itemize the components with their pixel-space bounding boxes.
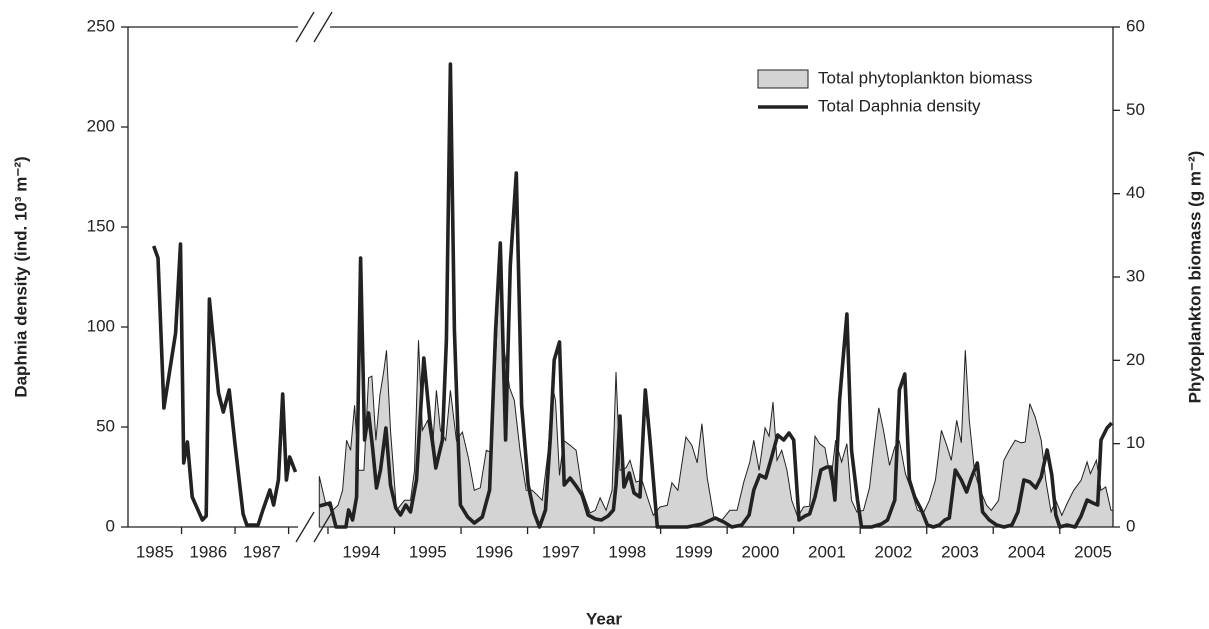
x-tick-label: 1987 <box>243 542 281 561</box>
legend-label: Total phytoplankton biomass <box>818 68 1033 87</box>
y-tick-label: 250 <box>87 16 115 35</box>
y-tick-label: 200 <box>87 116 115 135</box>
x-tick-label: 2004 <box>1008 542 1046 561</box>
x-tick-label: 1999 <box>675 542 713 561</box>
axis-break-mark <box>313 11 333 43</box>
y2-tick-label: 60 <box>1126 16 1145 35</box>
plot-area <box>152 62 1114 529</box>
y2-tick-label: 50 <box>1126 100 1145 119</box>
y2-axis-title: Phytoplankton biomass (g m⁻²) <box>1185 151 1204 404</box>
x-tick-label: 1996 <box>475 542 513 561</box>
axis-break-mark <box>295 11 315 43</box>
legend-swatch <box>757 69 809 89</box>
x-tick-label: 2001 <box>808 542 846 561</box>
x-tick-label: 1998 <box>608 542 646 561</box>
x-tick-label: 2003 <box>941 542 979 561</box>
line <box>152 242 298 527</box>
legend-label: Total Daphnia density <box>818 96 981 115</box>
y-tick-label: 0 <box>106 516 115 535</box>
axis-break-mark <box>295 511 315 543</box>
y-tick-label: 150 <box>87 216 115 235</box>
x-axis-title: Year <box>586 609 622 628</box>
y-tick-label: 50 <box>96 416 115 435</box>
x-tick-label: 1997 <box>542 542 580 561</box>
x-tick-label: 2005 <box>1074 542 1112 561</box>
y2-tick-label: 40 <box>1126 183 1145 202</box>
x-tick-label: 2000 <box>741 542 779 561</box>
x-tick-label: 1995 <box>409 542 447 561</box>
y-axis-title: Daphnia density (ind. 10³ m⁻²) <box>11 156 30 397</box>
axis-break-mark <box>313 511 333 543</box>
y2-tick-label: 30 <box>1126 266 1145 285</box>
line <box>318 62 1114 529</box>
x-tick-label: 1986 <box>189 542 227 561</box>
area <box>318 269 1114 528</box>
y-tick-label: 100 <box>87 316 115 335</box>
x-tick-label: 1985 <box>136 542 174 561</box>
x-tick-label: 1994 <box>342 542 380 561</box>
x-tick-label: 2002 <box>875 542 913 561</box>
y2-tick-label: 0 <box>1126 516 1135 535</box>
y2-tick-label: 10 <box>1126 433 1145 452</box>
y2-tick-label: 20 <box>1126 350 1145 369</box>
